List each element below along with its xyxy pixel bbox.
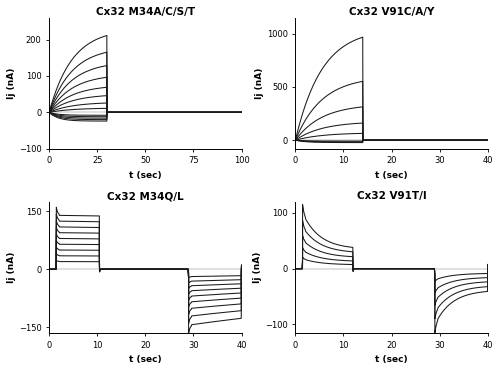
Y-axis label: Ij (nA): Ij (nA) xyxy=(255,68,264,99)
Title: Cx32 M34A/C/S/T: Cx32 M34A/C/S/T xyxy=(96,7,195,17)
X-axis label: t (sec): t (sec) xyxy=(376,355,408,364)
Title: Cx32 M34Q/L: Cx32 M34Q/L xyxy=(107,191,184,201)
Title: Cx32 V91T/I: Cx32 V91T/I xyxy=(356,191,426,201)
X-axis label: t (sec): t (sec) xyxy=(129,171,162,180)
Y-axis label: Ij (nA): Ij (nA) xyxy=(7,252,16,283)
Title: Cx32 V91C/A/Y: Cx32 V91C/A/Y xyxy=(349,7,434,17)
X-axis label: t (sec): t (sec) xyxy=(376,171,408,180)
Y-axis label: Ij (nA): Ij (nA) xyxy=(253,252,262,283)
X-axis label: t (sec): t (sec) xyxy=(129,355,162,364)
Y-axis label: Ij (nA): Ij (nA) xyxy=(7,68,16,99)
